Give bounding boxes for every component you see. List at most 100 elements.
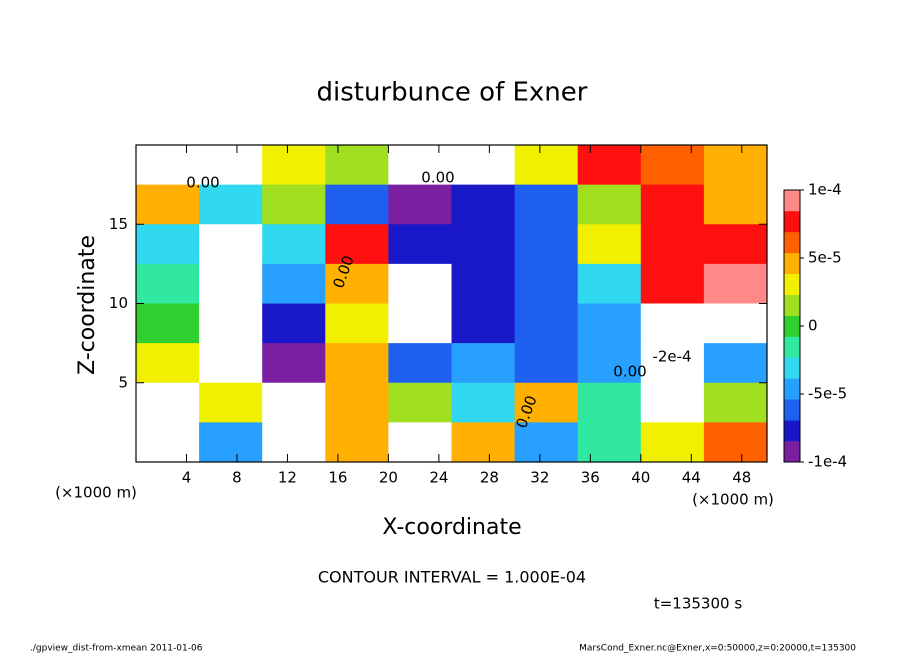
footer-left: ./gpview_dist-from-xmean 2011-01-06 bbox=[30, 644, 203, 654]
field-cell bbox=[388, 382, 452, 423]
x-tick-label: 16 bbox=[328, 469, 347, 487]
contour-label: 0.00 bbox=[186, 174, 219, 192]
x-tick-label: 4 bbox=[182, 469, 192, 487]
field-cell bbox=[577, 224, 642, 265]
field-cell bbox=[136, 382, 200, 423]
field-cell bbox=[262, 343, 326, 384]
field-cell bbox=[262, 422, 326, 463]
field-cell bbox=[199, 422, 263, 463]
field-cell bbox=[451, 263, 516, 304]
field-cell bbox=[703, 303, 768, 344]
colorbar-swatch bbox=[784, 273, 800, 295]
x-tick-label: 36 bbox=[581, 469, 600, 487]
y-unit: (×1000 m) bbox=[55, 484, 137, 502]
field-cell bbox=[136, 263, 200, 304]
colorbar-swatch bbox=[784, 357, 800, 379]
field-cell bbox=[325, 145, 389, 186]
contour-interval: CONTOUR INTERVAL = 1.000E-04 bbox=[318, 568, 586, 587]
y-tick-label: 5 bbox=[118, 373, 128, 391]
field-cell bbox=[451, 422, 516, 463]
field-cell bbox=[451, 303, 516, 344]
x-tick-label: 44 bbox=[682, 469, 701, 487]
field-cell bbox=[514, 422, 579, 463]
field-cell bbox=[262, 224, 326, 265]
field-cell bbox=[136, 145, 200, 186]
field-cell bbox=[514, 382, 579, 423]
field-cell bbox=[577, 343, 642, 384]
field-cell bbox=[577, 184, 642, 225]
field-cell bbox=[136, 343, 200, 384]
field-cell bbox=[325, 382, 389, 423]
field-cell bbox=[703, 145, 768, 186]
field-cell bbox=[325, 263, 389, 304]
y-axis-label: Z-coordinate bbox=[75, 235, 100, 375]
field-cell bbox=[640, 343, 705, 384]
field-cell bbox=[199, 263, 263, 304]
field-cell bbox=[514, 263, 579, 304]
colorbar-swatch bbox=[784, 294, 800, 316]
field-cell bbox=[136, 224, 200, 265]
field-cell bbox=[640, 184, 705, 225]
field-cell bbox=[640, 224, 705, 265]
field-cell bbox=[136, 422, 200, 463]
colorbar-tick-label: -5e-5 bbox=[808, 385, 847, 403]
field-cell bbox=[514, 224, 579, 265]
field-cell bbox=[388, 263, 452, 304]
field-cell bbox=[640, 382, 705, 423]
field-cell bbox=[514, 184, 579, 225]
field-cell bbox=[577, 303, 642, 344]
x-tick-label: 12 bbox=[278, 469, 297, 487]
field-cell bbox=[577, 263, 642, 304]
field-cell bbox=[262, 184, 326, 225]
field-cell bbox=[451, 382, 516, 423]
x-tick-label: 28 bbox=[480, 469, 499, 487]
field-cell bbox=[640, 422, 705, 463]
field-cell bbox=[262, 303, 326, 344]
field-cell bbox=[136, 184, 200, 225]
field-cell bbox=[451, 224, 516, 265]
colorbar-swatch bbox=[784, 336, 800, 358]
field-cell bbox=[199, 303, 263, 344]
contour-label: 0.00 bbox=[613, 363, 646, 381]
x-axis-label: X-coordinate bbox=[382, 515, 521, 540]
colorbar-tick-label: 5e-5 bbox=[808, 249, 842, 267]
y-tick-label: 10 bbox=[109, 294, 128, 312]
chart-title: disturbunce of Exner bbox=[317, 78, 588, 108]
colorbar-swatch bbox=[784, 210, 800, 233]
field-cell bbox=[703, 224, 768, 265]
field-cell bbox=[199, 145, 263, 186]
colorbar-swatch bbox=[784, 190, 800, 212]
field-cell bbox=[640, 303, 705, 344]
field-cell bbox=[325, 184, 389, 225]
field-cell bbox=[262, 263, 326, 304]
field-cell bbox=[136, 303, 200, 344]
colorbar-tick-label: 1e-4 bbox=[808, 181, 842, 199]
field-cell bbox=[577, 422, 642, 463]
field-cell bbox=[703, 343, 768, 384]
colorbar-tick-label: -1e-4 bbox=[808, 453, 847, 471]
field bbox=[136, 145, 768, 463]
x-tick-label: 20 bbox=[379, 469, 398, 487]
field-cell bbox=[703, 382, 768, 423]
field-cell bbox=[262, 382, 326, 423]
contour-label: -2e-4 bbox=[652, 348, 691, 366]
field-cell bbox=[388, 343, 452, 384]
x-unit: (×1000 m) bbox=[692, 491, 774, 509]
x-tick-label: 48 bbox=[732, 469, 751, 487]
field-cell bbox=[388, 224, 452, 265]
field-cell bbox=[199, 184, 263, 225]
field-cell bbox=[514, 303, 579, 344]
colorbar-swatch bbox=[784, 420, 800, 442]
colorbar-swatch bbox=[784, 252, 800, 274]
x-tick-label: 32 bbox=[530, 469, 549, 487]
x-tick-label: 8 bbox=[232, 469, 242, 487]
field-cell bbox=[199, 343, 263, 384]
x-tick-label: 40 bbox=[631, 469, 650, 487]
colorbar-swatch bbox=[784, 378, 800, 400]
colorbar-swatch bbox=[784, 231, 800, 254]
field-cell bbox=[451, 145, 516, 186]
field-cell bbox=[388, 145, 452, 186]
field-cell bbox=[325, 303, 389, 344]
field-cell bbox=[640, 145, 705, 186]
